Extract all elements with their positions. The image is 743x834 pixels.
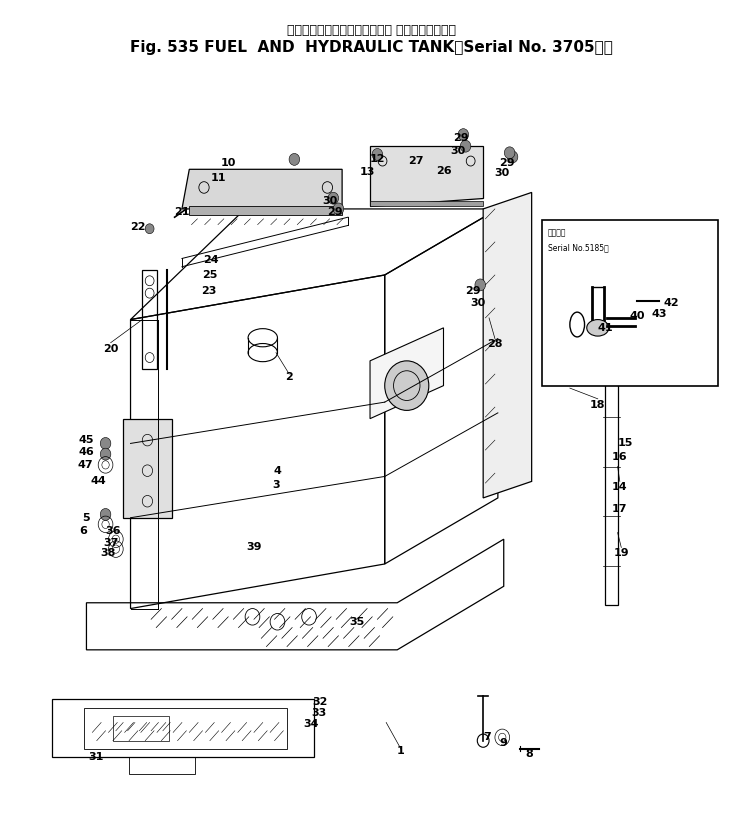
Text: 39: 39 bbox=[246, 542, 262, 552]
Text: 12: 12 bbox=[369, 154, 385, 164]
Text: 3: 3 bbox=[272, 480, 280, 490]
Text: 14: 14 bbox=[612, 482, 628, 492]
Text: 15: 15 bbox=[617, 439, 632, 449]
Circle shape bbox=[289, 153, 299, 165]
Circle shape bbox=[460, 140, 471, 152]
Text: 30: 30 bbox=[450, 146, 466, 156]
Text: 29: 29 bbox=[499, 158, 515, 168]
Circle shape bbox=[475, 279, 485, 291]
Circle shape bbox=[145, 224, 154, 234]
Text: 4: 4 bbox=[273, 465, 282, 475]
Circle shape bbox=[372, 148, 383, 160]
Polygon shape bbox=[370, 146, 483, 207]
Text: 19: 19 bbox=[614, 548, 629, 558]
Text: 44: 44 bbox=[91, 476, 106, 486]
Circle shape bbox=[100, 448, 111, 460]
Text: 26: 26 bbox=[435, 166, 451, 176]
Polygon shape bbox=[123, 419, 172, 518]
Text: 17: 17 bbox=[612, 505, 628, 515]
Text: 1: 1 bbox=[397, 746, 405, 756]
Text: 25: 25 bbox=[202, 270, 218, 280]
Text: 28: 28 bbox=[487, 339, 503, 349]
Text: 36: 36 bbox=[106, 526, 120, 536]
Polygon shape bbox=[182, 169, 342, 209]
Text: 34: 34 bbox=[303, 719, 319, 729]
Text: 6: 6 bbox=[80, 526, 88, 536]
Text: 10: 10 bbox=[221, 158, 236, 168]
Text: 30: 30 bbox=[470, 298, 486, 308]
Text: 8: 8 bbox=[525, 749, 533, 759]
Circle shape bbox=[458, 128, 469, 141]
Circle shape bbox=[333, 203, 344, 215]
Polygon shape bbox=[483, 193, 532, 498]
Text: 31: 31 bbox=[88, 752, 104, 762]
Circle shape bbox=[100, 438, 111, 450]
Text: 32: 32 bbox=[312, 697, 328, 707]
Text: 11: 11 bbox=[211, 173, 227, 183]
Text: 38: 38 bbox=[101, 548, 116, 558]
Ellipse shape bbox=[587, 319, 609, 336]
Text: 13: 13 bbox=[360, 167, 375, 177]
Text: 30: 30 bbox=[322, 196, 338, 206]
Text: 7: 7 bbox=[484, 732, 491, 742]
Text: 37: 37 bbox=[103, 537, 118, 547]
Polygon shape bbox=[370, 201, 483, 207]
Text: 21: 21 bbox=[174, 207, 189, 217]
Polygon shape bbox=[189, 207, 342, 214]
Text: 40: 40 bbox=[630, 311, 645, 321]
Text: 適用号機: 適用号機 bbox=[548, 229, 566, 238]
Text: Serial No.5185～: Serial No.5185～ bbox=[548, 244, 609, 253]
Circle shape bbox=[504, 147, 515, 158]
Text: 29: 29 bbox=[327, 207, 343, 217]
Bar bbox=[542, 220, 718, 385]
Text: 22: 22 bbox=[130, 222, 146, 232]
Text: 42: 42 bbox=[663, 298, 679, 308]
Text: 46: 46 bbox=[79, 447, 94, 457]
Text: 43: 43 bbox=[652, 309, 667, 319]
Text: Fig. 535 FUEL  AND  HYDRAULIC TANK（Serial No. 3705～）: Fig. 535 FUEL AND HYDRAULIC TANK（Serial … bbox=[130, 41, 613, 56]
Polygon shape bbox=[370, 328, 444, 419]
Text: 20: 20 bbox=[103, 344, 118, 354]
Text: 33: 33 bbox=[311, 707, 326, 717]
Text: 16: 16 bbox=[612, 452, 628, 462]
Text: 47: 47 bbox=[77, 460, 93, 470]
Text: 45: 45 bbox=[79, 435, 94, 445]
Circle shape bbox=[328, 193, 339, 204]
Text: 29: 29 bbox=[465, 287, 481, 297]
Text: 9: 9 bbox=[500, 738, 507, 748]
Text: 23: 23 bbox=[201, 287, 216, 297]
Text: 18: 18 bbox=[590, 399, 606, 409]
Text: 5: 5 bbox=[82, 513, 90, 523]
Circle shape bbox=[100, 509, 111, 520]
Text: 24: 24 bbox=[204, 255, 219, 265]
Circle shape bbox=[507, 151, 518, 163]
Text: 41: 41 bbox=[597, 323, 613, 333]
Circle shape bbox=[633, 296, 642, 306]
Circle shape bbox=[385, 361, 429, 410]
Text: 30: 30 bbox=[495, 168, 510, 178]
Text: 27: 27 bbox=[408, 156, 424, 166]
Text: 2: 2 bbox=[285, 372, 293, 382]
Text: 35: 35 bbox=[349, 617, 364, 627]
Text: フュエルおよびハイドロリック タンク（適用号機: フュエルおよびハイドロリック タンク（適用号機 bbox=[287, 24, 456, 37]
Text: 29: 29 bbox=[453, 133, 469, 143]
